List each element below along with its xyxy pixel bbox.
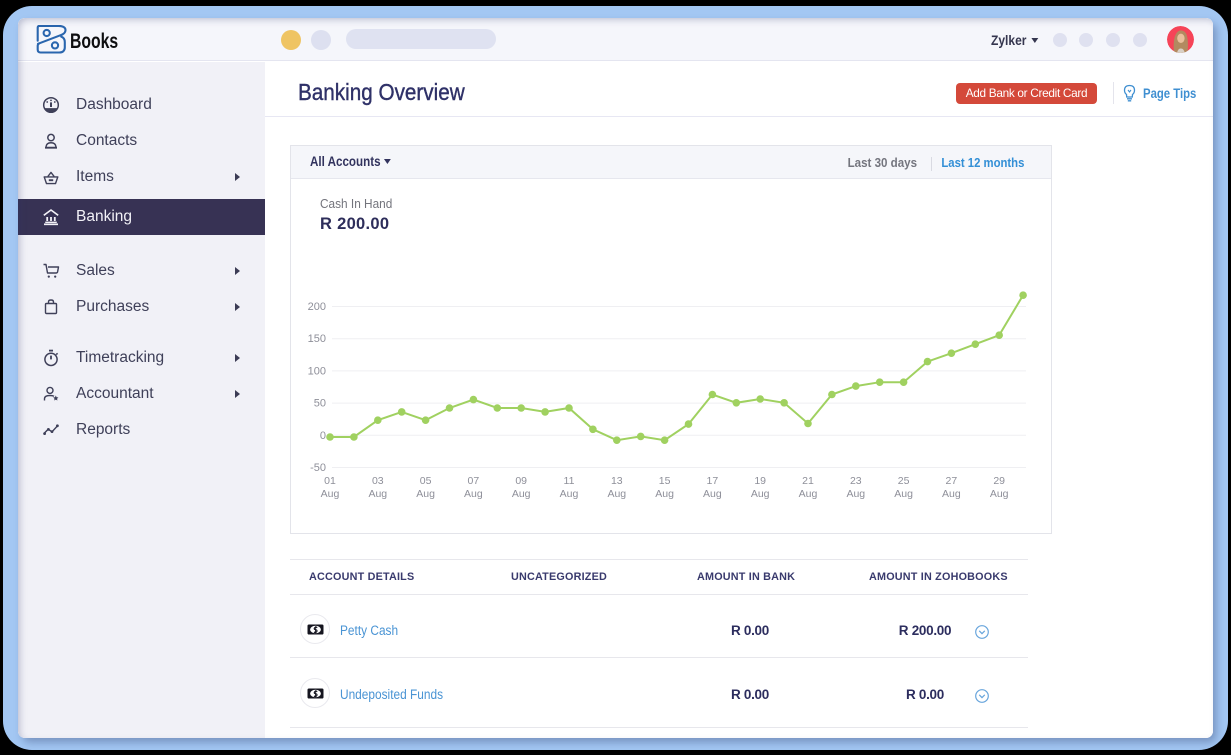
svg-text:50: 50	[314, 398, 326, 410]
svg-text:150: 150	[308, 333, 326, 345]
svg-text:0: 0	[320, 430, 326, 442]
svg-text:100: 100	[308, 365, 326, 377]
svg-text:200: 200	[308, 301, 326, 313]
svg-text:-50: -50	[310, 462, 326, 474]
